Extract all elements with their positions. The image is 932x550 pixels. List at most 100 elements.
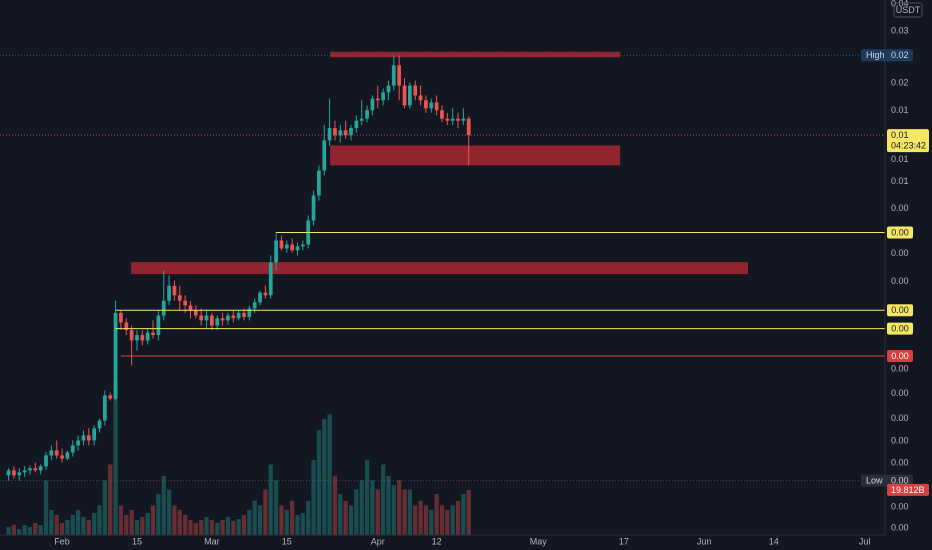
volume-bar bbox=[300, 512, 305, 535]
candle-body bbox=[81, 435, 86, 441]
candle-body bbox=[28, 468, 32, 471]
candle-body bbox=[434, 102, 439, 111]
candle-body bbox=[172, 285, 177, 296]
volume-bar bbox=[343, 500, 348, 535]
candle-body bbox=[231, 315, 236, 319]
y-tick-label: 0.00 bbox=[891, 436, 909, 446]
candle-body bbox=[295, 246, 300, 251]
volume-bar bbox=[17, 529, 22, 535]
volume-bar bbox=[102, 480, 108, 535]
candle-body bbox=[354, 120, 359, 129]
x-tick-label: Feb bbox=[54, 536, 70, 546]
level-label: 0.00 bbox=[891, 323, 909, 333]
marker-label: 0.02 bbox=[891, 50, 909, 60]
level-label: 0.00 bbox=[891, 305, 909, 315]
y-tick-label: 0.04 bbox=[891, 0, 909, 8]
volume-bar bbox=[354, 489, 359, 535]
candle-body bbox=[274, 240, 278, 263]
zone bbox=[330, 145, 621, 166]
volume-bar bbox=[27, 527, 33, 535]
level-label: 0.00 bbox=[891, 227, 909, 237]
volume-bar bbox=[75, 509, 81, 535]
candle-body bbox=[140, 335, 145, 341]
volume-bar bbox=[466, 489, 471, 535]
volume-bar bbox=[33, 522, 38, 535]
x-tick-label: Jun bbox=[697, 536, 712, 546]
candle-body bbox=[359, 118, 364, 121]
volume-bar bbox=[188, 519, 193, 535]
volume-badge bbox=[887, 483, 929, 496]
candle-body bbox=[322, 140, 327, 171]
candle-body bbox=[445, 118, 450, 121]
volume-bar bbox=[215, 522, 220, 535]
volume-bar bbox=[268, 464, 273, 535]
volume-bar bbox=[129, 509, 134, 535]
candle-body bbox=[461, 118, 466, 121]
volume-bar bbox=[182, 514, 188, 535]
candle-body bbox=[204, 315, 209, 321]
x-tick-label: 14 bbox=[769, 536, 779, 546]
x-tick-label: 15 bbox=[132, 536, 142, 546]
candle-body bbox=[38, 466, 43, 471]
volume-bar bbox=[199, 519, 204, 535]
volume-bar bbox=[118, 505, 124, 535]
volume-bar bbox=[375, 489, 380, 535]
countdown: 04:23:42 bbox=[891, 141, 926, 151]
volume-bar bbox=[322, 418, 327, 535]
candle-body bbox=[268, 262, 273, 296]
candle-body bbox=[161, 300, 166, 316]
candle-body bbox=[397, 65, 402, 86]
volume-bar bbox=[338, 494, 343, 535]
volume-bar bbox=[225, 517, 231, 535]
candle-body bbox=[113, 312, 118, 399]
volume-bar bbox=[22, 524, 27, 535]
x-tick-label: Apr bbox=[371, 536, 385, 546]
volume-bar bbox=[391, 484, 396, 535]
volume-bar bbox=[108, 464, 113, 535]
volume-bar bbox=[397, 480, 402, 535]
candle-body bbox=[108, 395, 113, 399]
x-tick-label: May bbox=[530, 536, 548, 546]
volume-bar bbox=[439, 505, 445, 535]
volume-bar bbox=[193, 522, 198, 535]
volume-bar bbox=[54, 514, 59, 535]
volume-bar bbox=[348, 505, 354, 535]
candle-body bbox=[386, 85, 391, 93]
level-badge bbox=[887, 349, 913, 362]
candle-body bbox=[156, 315, 161, 336]
candle-body bbox=[199, 315, 204, 321]
candle-body bbox=[391, 65, 396, 86]
volume-bar bbox=[209, 519, 215, 535]
candle-body bbox=[381, 92, 385, 101]
volume-bar bbox=[332, 475, 338, 535]
candle-body bbox=[327, 128, 332, 141]
x-tick-label: 15 bbox=[282, 536, 292, 546]
volume-bar bbox=[434, 494, 439, 535]
x-tick-label: Jul bbox=[859, 536, 871, 546]
candle-body bbox=[17, 472, 22, 476]
marker-badge bbox=[861, 474, 913, 487]
volume-bar bbox=[461, 494, 466, 535]
candle-body bbox=[33, 468, 38, 471]
x-tick-label: 17 bbox=[619, 536, 629, 546]
y-tick-label: 0.00 bbox=[891, 458, 909, 468]
candle-body bbox=[129, 330, 134, 341]
candle-body bbox=[375, 98, 380, 101]
y-tick-label: 0.00 bbox=[891, 248, 909, 258]
level-badge bbox=[887, 304, 913, 317]
candle-body bbox=[6, 470, 11, 476]
candle-body bbox=[12, 470, 16, 476]
candle-body bbox=[54, 450, 59, 456]
volume-bar bbox=[59, 522, 65, 535]
volume-bar bbox=[257, 505, 263, 535]
candle-body bbox=[402, 85, 407, 106]
candle-body bbox=[145, 332, 150, 341]
y-tick-label: 0.01 bbox=[891, 176, 909, 186]
candle-body bbox=[440, 110, 444, 119]
volume-bar bbox=[236, 519, 241, 535]
candle-body bbox=[456, 118, 460, 121]
axes: 0.04 0.03 0.02 0.01 0.01 0.01 0.00 0.00 0.00 0.00… bbox=[54, 0, 929, 546]
candle-body bbox=[103, 395, 107, 421]
